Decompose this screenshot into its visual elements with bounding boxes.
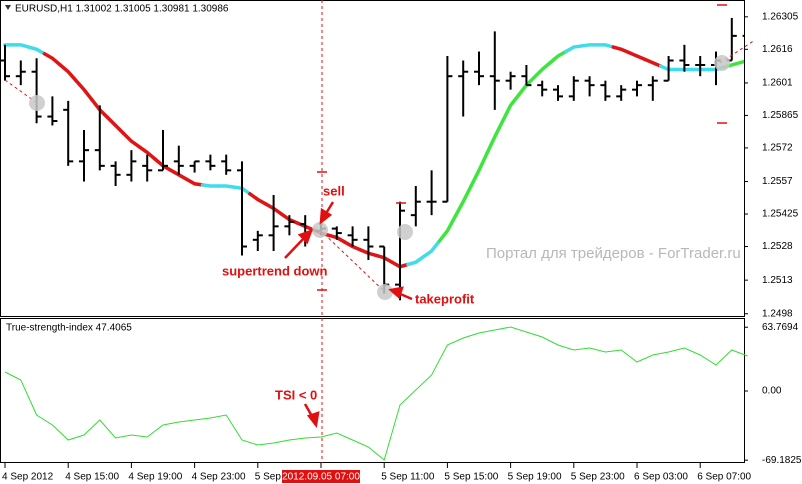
watermark: Портал для трейдеров - ForTrader.ru [486, 245, 741, 262]
annotation: takeprofit [415, 291, 475, 306]
supertrend-segment [248, 192, 268, 206]
annotation: supertrend down [222, 263, 328, 278]
supertrend-segment [737, 59, 744, 65]
annotation: TSI < 0 [275, 387, 317, 402]
supertrend-segment [406, 254, 426, 267]
x-tick-label: 5 Sep 15:00 [444, 472, 498, 483]
supertrend-segment [184, 177, 205, 187]
x-tick-label: 4 Sep 19:00 [128, 472, 182, 483]
supertrend-segment [121, 131, 142, 149]
supertrend-segment [643, 57, 663, 68]
indicator-title: True-strength-index 47.4065 [6, 323, 132, 334]
y-tick-label: 0.00 [762, 386, 782, 397]
x-tick-label: 5 Sep 11:00 [381, 472, 435, 483]
tsi-line [4, 326, 748, 461]
y-tick-label: 1.2557 [762, 176, 793, 187]
supertrend-segment [58, 63, 78, 83]
x-tick-label: 2012.09.05 07:00 [282, 472, 360, 483]
chart-title: EURUSD,H1 1.31002 1.31005 1.30981 1.3098… [15, 4, 229, 15]
y-tick-label: 1.2601 [762, 78, 793, 89]
trade-markers [29, 55, 730, 300]
supertrend-segment [342, 240, 363, 252]
x-tick-label: 5 Sep 23:00 [571, 472, 625, 483]
supertrend-segment [169, 168, 189, 182]
supertrend-segment [74, 78, 94, 102]
supertrend-segment [26, 45, 47, 56]
supertrend-segment [548, 49, 568, 65]
y-tick-label: 1.2616 [762, 44, 793, 55]
symbol-icon [5, 5, 11, 10]
plot [1, 17, 744, 301]
supertrend-segment [437, 214, 458, 243]
y-tick-label: 1.26305 [762, 11, 799, 22]
y-tick-label: 1.2513 [762, 275, 793, 286]
y-tick-label: 63.7694 [762, 322, 799, 333]
supertrend-segment [137, 145, 157, 161]
annotation: sell [323, 183, 345, 198]
x-tick-label: 6 Sep 03:00 [634, 472, 688, 483]
annotation-arrows [284, 201, 413, 429]
order-levels [317, 4, 727, 291]
supertrend-segment [200, 183, 221, 188]
supertrend-segment [216, 184, 236, 189]
supertrend-segment [485, 119, 505, 156]
main-panel [0, 0, 745, 317]
supertrend-segment [453, 184, 473, 219]
indicator-panel [0, 318, 745, 463]
supertrend-segment [579, 43, 600, 48]
supertrend-segment [595, 43, 616, 49]
supertrend-segment [500, 93, 521, 123]
y-tick-label: 1.25865 [762, 110, 799, 121]
y-tick-label: -69.1825 [762, 455, 802, 466]
x-tick-label: 4 Sep 23:00 [192, 472, 246, 483]
supertrend-segment [105, 115, 126, 136]
supertrend-segment [421, 239, 442, 259]
x-tick-label: 4 Sep 15:00 [65, 472, 119, 483]
y-tick-label: 1.2528 [762, 241, 793, 252]
y-tick-label: 1.2572 [762, 143, 793, 154]
x-tick-label: 6 Sep 07:00 [697, 472, 751, 483]
supertrend-segment [611, 45, 631, 55]
supertrend-segment [469, 151, 489, 188]
supertrend-segment [532, 61, 552, 80]
supertrend-segment [627, 50, 647, 62]
supertrend-segment [564, 44, 584, 54]
x-tick-label: 4 Sep 2012 [2, 472, 54, 483]
x-tick-label: 5 Sep 19:00 [508, 472, 562, 483]
x-tick-label: 5 Sep [255, 472, 282, 483]
cursor-label-bg [282, 470, 360, 483]
supertrend-segment [42, 52, 63, 67]
y-tick-label: 1.25425 [762, 209, 799, 220]
supertrend-segment [11, 43, 31, 49]
y-tick-label: 1.2498 [762, 308, 793, 319]
